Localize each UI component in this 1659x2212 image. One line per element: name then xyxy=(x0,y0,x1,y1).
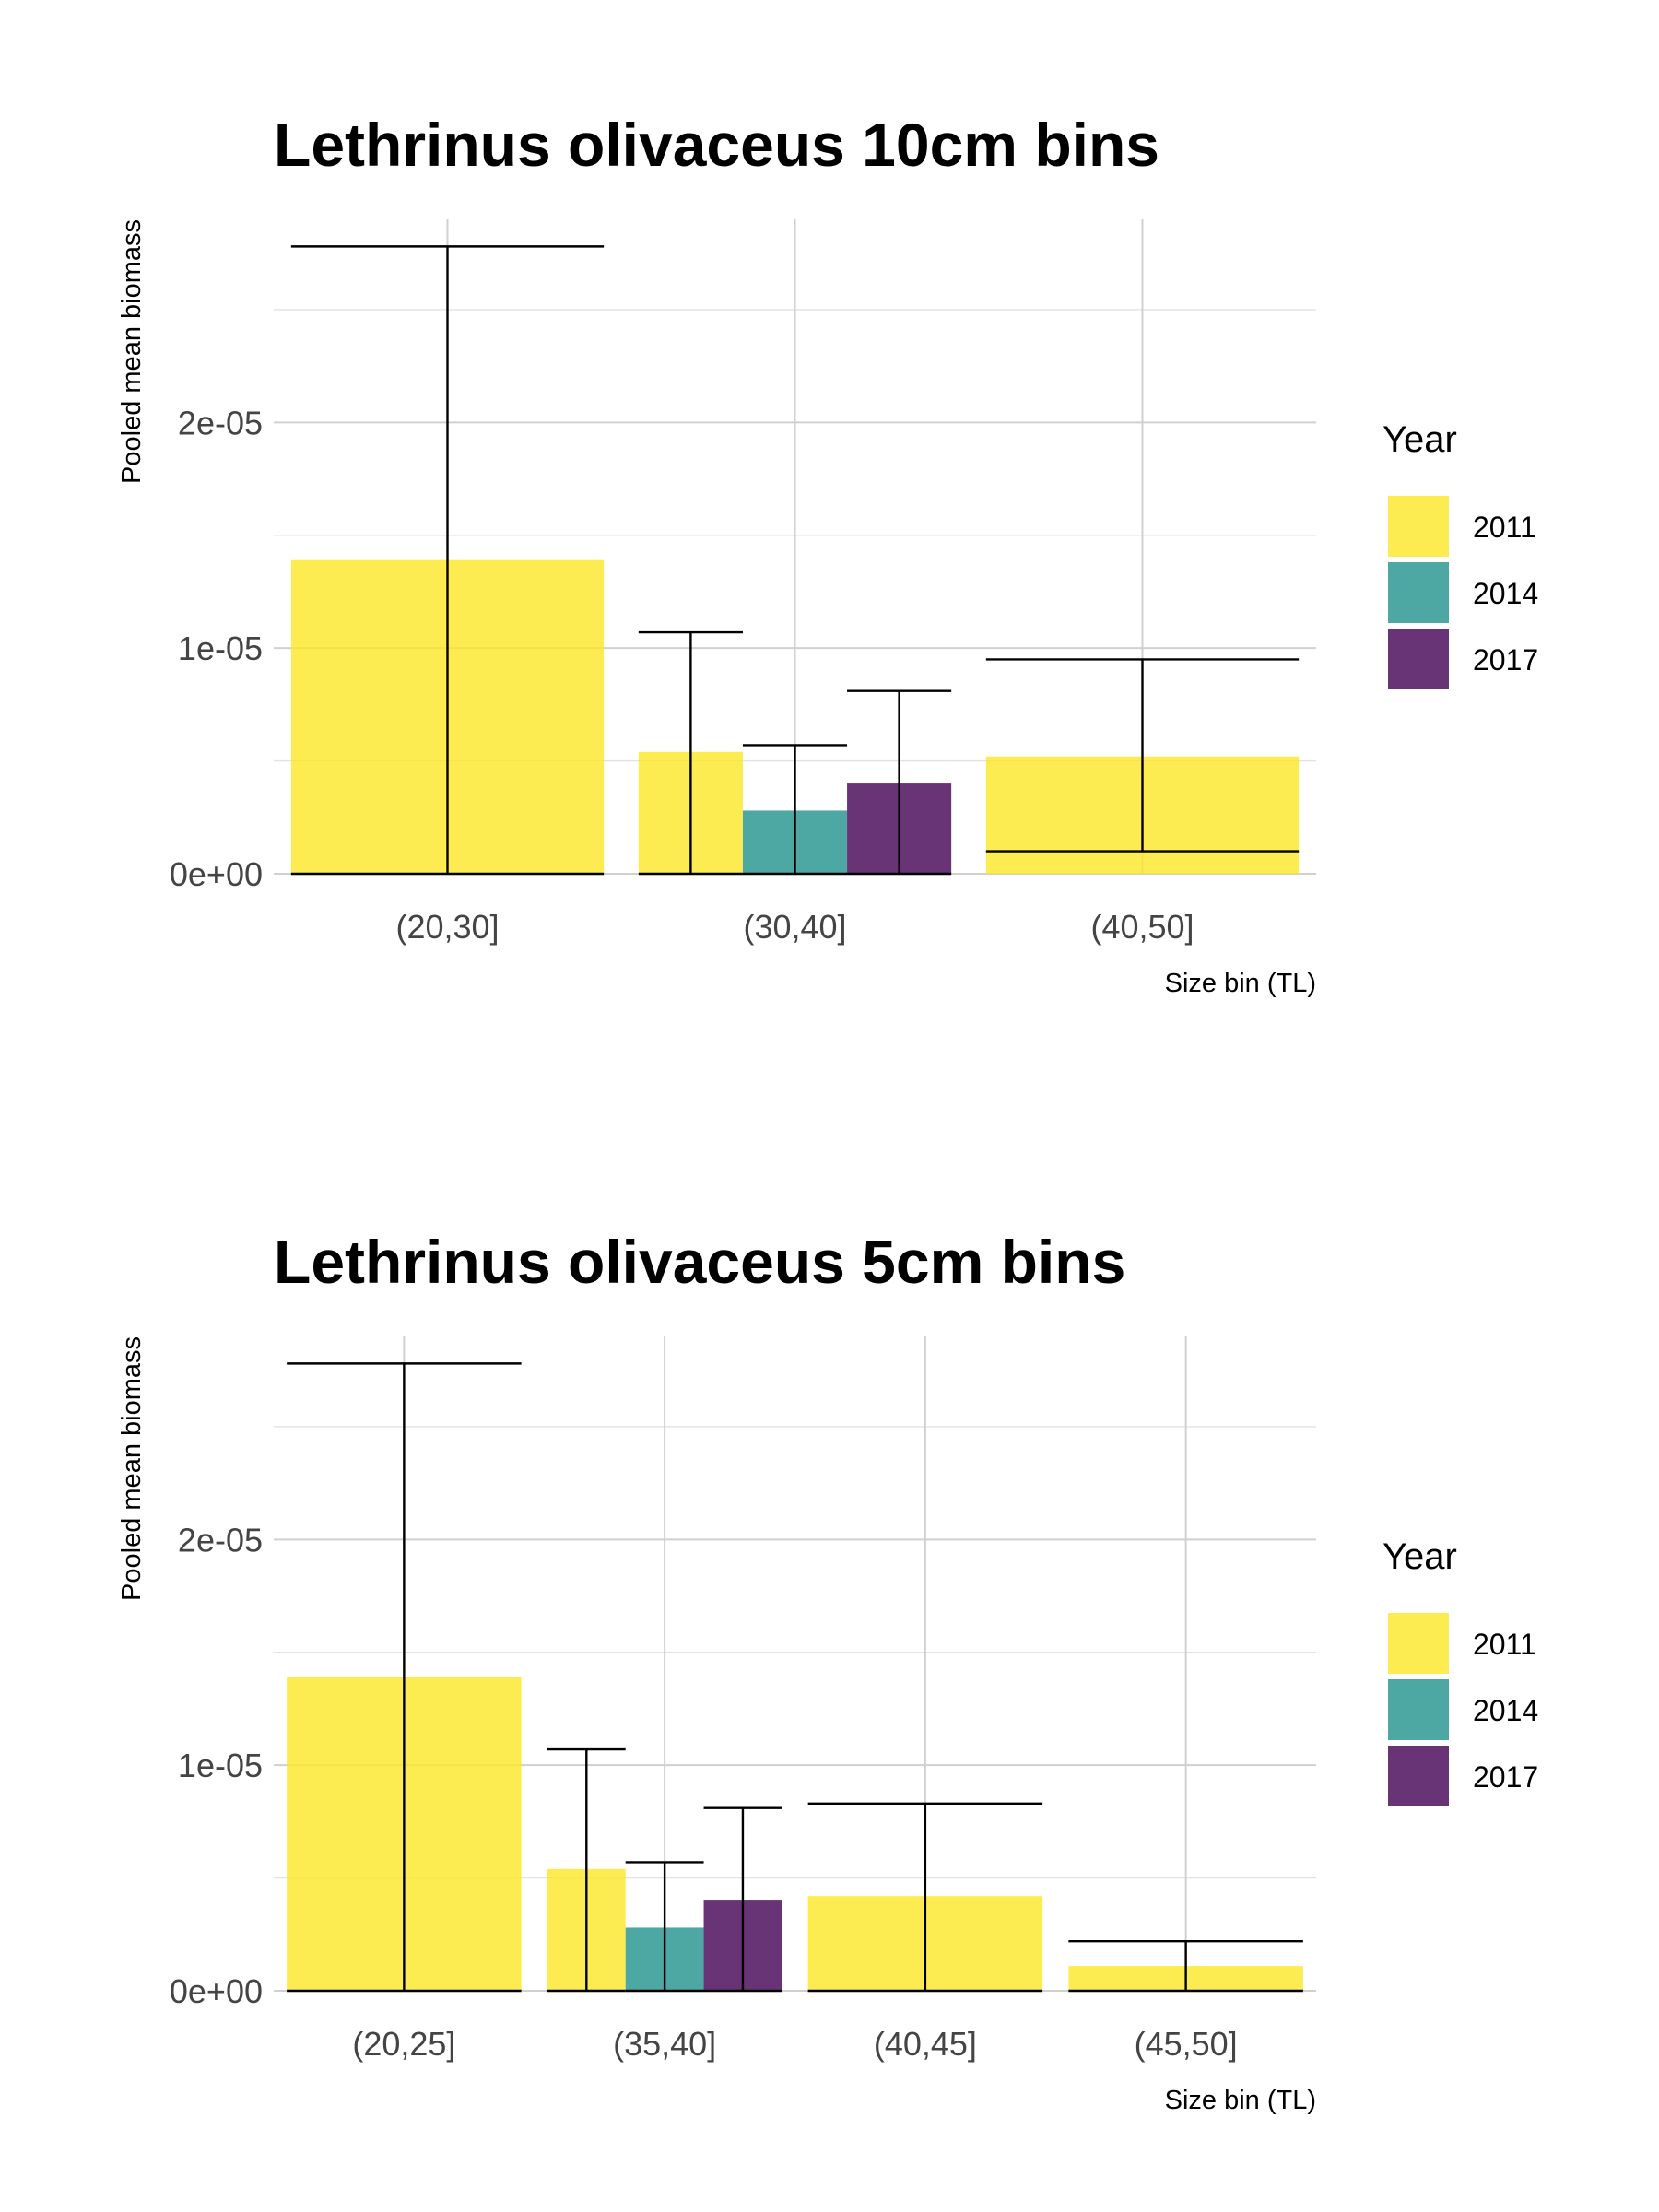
errorbar-2011-(20,30] xyxy=(290,245,605,876)
legend: Year 2011 2014 2017 xyxy=(1382,419,1538,689)
legend-key-2011 xyxy=(1388,496,1449,557)
x-tick-label: (20,30] xyxy=(395,908,499,946)
x-tick-label: (40,50] xyxy=(1090,908,1194,946)
y-tick-label: 1e-05 xyxy=(178,1747,263,1784)
errorbar-2011-(20,25] xyxy=(287,1362,522,1993)
x-tick-label: (20,25] xyxy=(352,2025,455,2063)
chart-title: Lethrinus olivaceus 5cm bins xyxy=(274,1228,1125,1296)
y-tick-label: 0e+00 xyxy=(170,855,263,893)
y-tick-label: 2e-05 xyxy=(178,404,263,441)
errorbar-2017-(30,40] xyxy=(847,689,952,876)
legend-label-2017: 2017 xyxy=(1473,643,1538,677)
errorbar-2011-(30,40] xyxy=(638,630,743,876)
x-tick-label: (30,40] xyxy=(743,908,846,946)
errorbar-2011-(45,50] xyxy=(1068,1939,1303,1993)
errorbar-2011-(40,45] xyxy=(807,1802,1043,1993)
legend-key-2017 xyxy=(1388,629,1449,689)
legend-label-2014: 2014 xyxy=(1473,1694,1538,1727)
legend-label-2017: 2017 xyxy=(1473,1760,1538,1794)
legend-title: Year xyxy=(1382,419,1457,460)
y-axis-title: Pooled mean biomass xyxy=(117,1336,147,1601)
x-axis-title: Size bin (TL) xyxy=(1165,969,1316,998)
chart-1: 0e+00 1e-05 2e-05 (20,30] (30,40] (40,50] Leth… xyxy=(117,111,1538,998)
legend-label-2011: 2011 xyxy=(1473,1628,1536,1661)
legend-key-2017 xyxy=(1388,1746,1449,1806)
chart-2: 0e+00 1e-05 2e-05 (20,25] (35,40] (40,45] (45,… xyxy=(117,1228,1538,2115)
y-axis-title: Pooled mean biomass xyxy=(117,219,147,484)
y-tick-label: 0e+00 xyxy=(170,1972,263,2010)
legend-key-2011 xyxy=(1388,1613,1449,1674)
y-tick-label: 2e-05 xyxy=(178,1521,263,1559)
errorbar-2014-(30,40] xyxy=(742,744,848,876)
chart-title: Lethrinus olivaceus 10cm bins xyxy=(274,111,1159,179)
legend-key-2014 xyxy=(1388,1679,1449,1740)
legend: Year 2011 2014 2017 xyxy=(1382,1536,1538,1806)
errorbar-2011-(35,40] xyxy=(547,1747,626,1993)
x-tick-label: (45,50] xyxy=(1135,2025,1238,2063)
legend-title: Year xyxy=(1382,1536,1457,1577)
x-tick-label: (40,45] xyxy=(874,2025,977,2063)
legend-label-2014: 2014 xyxy=(1473,577,1538,610)
errorbar-2011-(40,50] xyxy=(985,658,1300,853)
x-tick-label: (35,40] xyxy=(613,2025,716,2063)
legend-label-2011: 2011 xyxy=(1473,511,1536,544)
legend-key-2014 xyxy=(1388,562,1449,623)
errorbar-2014-(35,40] xyxy=(625,1861,704,1993)
x-axis-title: Size bin (TL) xyxy=(1165,2086,1316,2115)
errorbar-2017-(35,40] xyxy=(703,1806,782,1993)
y-tick-label: 1e-05 xyxy=(178,629,263,667)
